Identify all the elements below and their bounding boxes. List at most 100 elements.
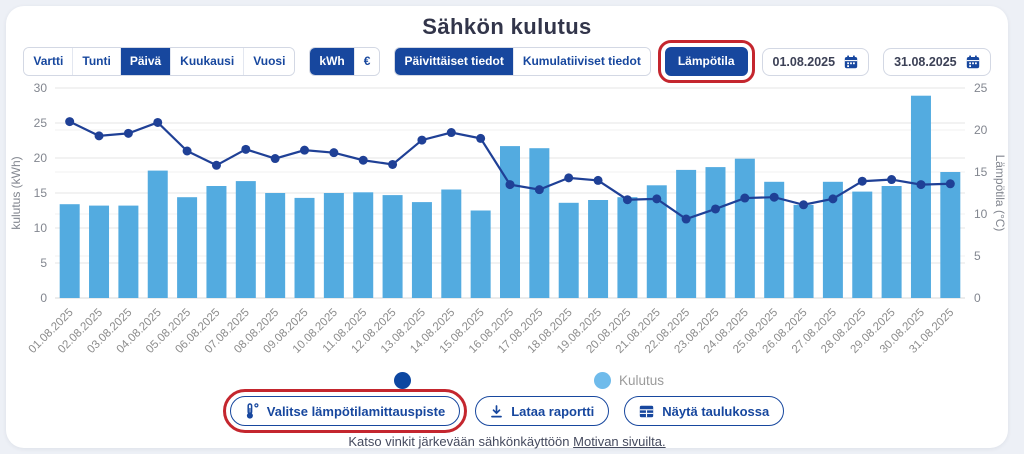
temperature-point[interactable] <box>358 155 368 165</box>
right-axis-tick: 15 <box>974 165 988 179</box>
temperature-point[interactable] <box>887 175 897 185</box>
period-vuosi-button[interactable]: Vuosi <box>243 48 295 76</box>
unit-euro-button[interactable]: € <box>353 48 380 76</box>
consumption-bar[interactable] <box>118 205 139 298</box>
consumption-bar[interactable] <box>881 186 902 298</box>
consumption-bar[interactable] <box>529 148 550 298</box>
period-kuukausi-button[interactable]: Kuukausi <box>170 48 244 76</box>
left-axis-title: kulutus (kWh) <box>9 156 23 229</box>
temperature-point[interactable] <box>681 214 691 224</box>
consumption-bar[interactable] <box>910 95 931 298</box>
period-paiva-button[interactable]: Päivä <box>119 48 171 76</box>
consumption-bar[interactable] <box>734 158 755 298</box>
temperature-point[interactable] <box>270 154 280 164</box>
right-axis-tick: 0 <box>974 291 981 305</box>
temperature-point[interactable] <box>740 193 750 203</box>
temperature-point[interactable] <box>769 192 779 202</box>
consumption-bar[interactable] <box>852 191 873 298</box>
temperature-point[interactable] <box>710 204 720 214</box>
consumption-bar[interactable] <box>353 192 374 298</box>
consumption-bar[interactable] <box>470 210 491 299</box>
select-temperature-point-button[interactable]: Valitse lämpötilamittauspiste <box>222 389 468 433</box>
left-axis-tick: 5 <box>40 256 47 270</box>
consumption-bar[interactable] <box>588 200 609 298</box>
consumption-bar[interactable] <box>646 185 667 298</box>
right-axis-tick: 5 <box>974 249 981 263</box>
unit-selector: kWh € <box>309 47 381 77</box>
consumption-bar[interactable] <box>705 167 726 298</box>
temperature-point[interactable] <box>388 159 398 169</box>
consumption-bar[interactable] <box>59 204 80 298</box>
period-tunti-button[interactable]: Tunti <box>72 48 120 76</box>
left-axis-tick: 10 <box>34 221 48 235</box>
calendar-icon[interactable] <box>844 54 858 69</box>
date-to-field[interactable]: 31.08.2025 <box>883 47 991 76</box>
left-axis-tick: 15 <box>34 186 48 200</box>
temperature-point[interactable] <box>241 144 251 154</box>
temperature-point[interactable] <box>857 176 867 186</box>
consumption-bar[interactable] <box>265 193 286 298</box>
temperature-point[interactable] <box>182 146 192 156</box>
consumption-bar[interactable] <box>764 181 785 298</box>
consumption-bar[interactable] <box>822 181 843 298</box>
left-axis-tick: 30 <box>34 81 48 95</box>
consumption-bar[interactable] <box>323 193 344 298</box>
right-axis-tick: 20 <box>974 123 988 137</box>
consumption-bar[interactable] <box>558 202 579 298</box>
consumption-bar[interactable] <box>793 204 814 298</box>
temperature-point[interactable] <box>300 145 310 155</box>
temperature-point[interactable] <box>211 160 221 170</box>
dashboard-card: Sähkön kulutus Vartti Tunti Päivä Kuukau… <box>6 6 1008 449</box>
datatype-selector: Päivittäiset tiedot Kumulatiiviset tiedo… <box>394 47 651 77</box>
download-report-button[interactable]: Lataa raportti <box>475 396 610 426</box>
consumption-bar[interactable] <box>294 197 315 298</box>
consumption-temperature-chart: 0 5 10 15 20 25 30 0 5 10 15 20 25 kulutus (kWh) Lämpö… <box>9 81 1007 356</box>
consumption-bar[interactable] <box>940 172 961 298</box>
temperature-toggle-button[interactable]: Lämpötila <box>657 39 755 84</box>
cumulative-data-button[interactable]: Kumulatiiviset tiedot <box>512 48 650 76</box>
daily-data-button[interactable]: Päivittäiset tiedot <box>395 48 513 76</box>
temperature-point[interactable] <box>916 180 926 190</box>
temperature-point[interactable] <box>123 128 133 138</box>
consumption-bar[interactable] <box>617 197 638 298</box>
date-from-field[interactable]: 01.08.2025 <box>761 47 870 76</box>
legend-temperature-swatch <box>394 372 411 389</box>
temperature-point[interactable] <box>417 135 427 145</box>
consumption-bar[interactable] <box>382 195 403 298</box>
temperature-point[interactable] <box>446 128 456 138</box>
consumption-bar[interactable] <box>177 197 198 298</box>
consumption-bar[interactable] <box>235 181 256 298</box>
temperature-point[interactable] <box>476 133 486 143</box>
temperature-point[interactable] <box>652 194 662 204</box>
consumption-bar[interactable] <box>500 146 520 298</box>
period-vartti-button[interactable]: Vartti <box>24 48 73 76</box>
left-axis-tick: 20 <box>34 151 48 165</box>
temperature-point[interactable] <box>593 175 603 185</box>
show-table-button[interactable]: Näytä taulukossa <box>624 396 785 426</box>
controls-row: Vartti Tunti Päivä Kuukausi Vuosi kWh € … <box>6 39 1008 84</box>
unit-kwh-button[interactable]: kWh <box>310 48 354 76</box>
left-axis-tick: 0 <box>40 291 47 305</box>
thermometer-icon <box>245 403 259 419</box>
temperature-point[interactable] <box>65 117 75 127</box>
temperature-point[interactable] <box>534 185 544 195</box>
temperature-point[interactable] <box>828 194 838 204</box>
temperature-point[interactable] <box>505 180 515 190</box>
consumption-bar[interactable] <box>89 205 110 298</box>
temperature-point[interactable] <box>564 173 574 183</box>
consumption-bar[interactable] <box>676 169 697 298</box>
motiva-link[interactable]: Motivan sivuilta. <box>573 434 666 449</box>
temperature-point[interactable] <box>94 131 104 141</box>
consumption-bar[interactable] <box>206 186 227 298</box>
temperature-point[interactable] <box>945 179 955 189</box>
temperature-point[interactable] <box>153 117 163 127</box>
consumption-bar[interactable] <box>441 189 462 299</box>
footer-text: Katso vinkit järkevään sähkönkäyttöön <box>348 434 570 449</box>
consumption-bar[interactable] <box>147 170 168 298</box>
temperature-point[interactable] <box>799 200 809 210</box>
consumption-bar[interactable] <box>411 202 432 298</box>
date-to-value: 31.08.2025 <box>894 54 957 69</box>
temperature-point[interactable] <box>329 148 339 158</box>
calendar-icon[interactable] <box>966 54 980 69</box>
temperature-point[interactable] <box>622 195 632 205</box>
